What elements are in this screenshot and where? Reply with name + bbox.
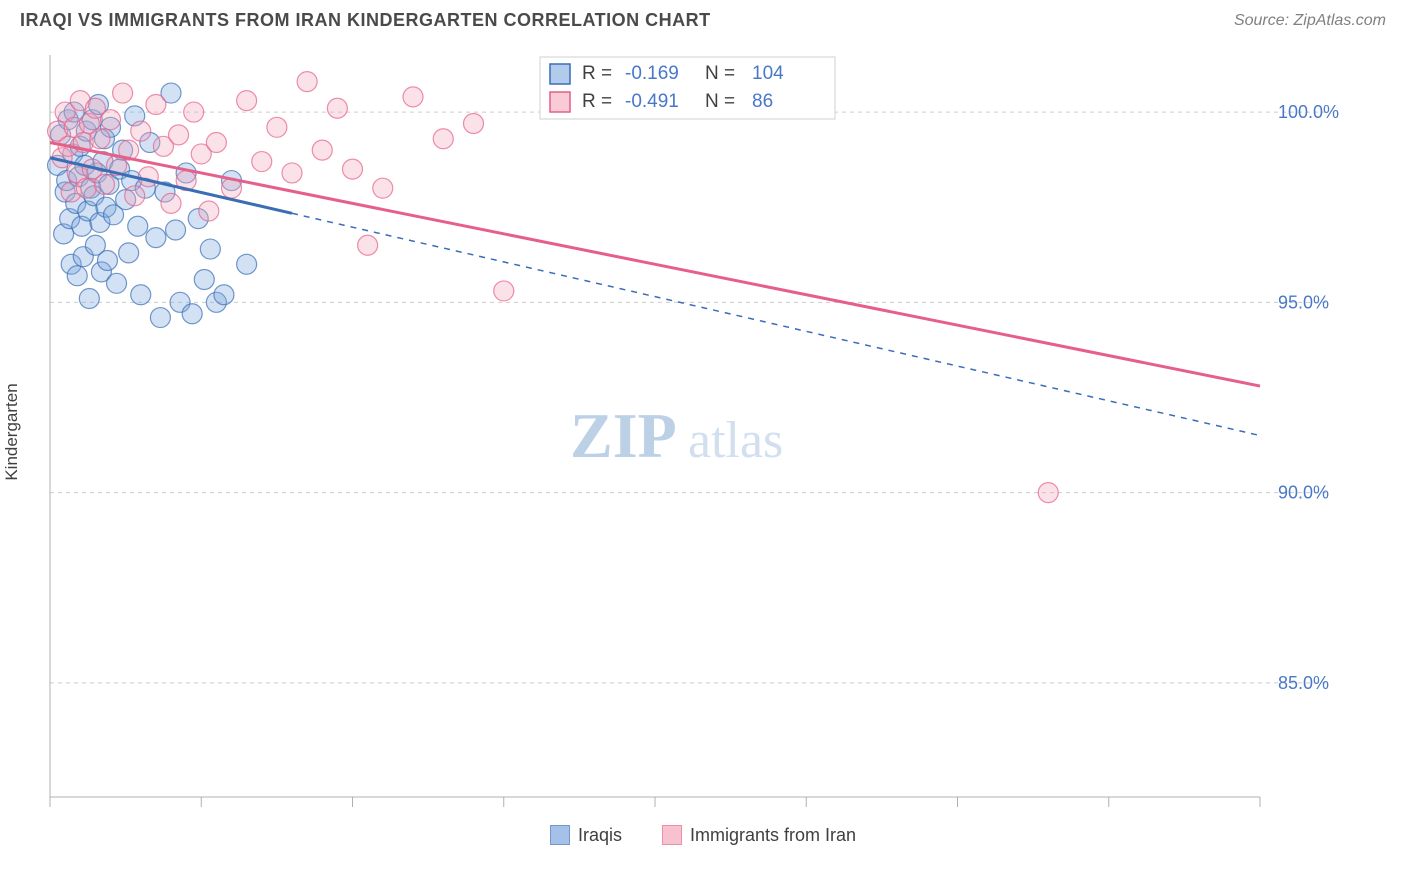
svg-text:0.0%: 0.0% [29, 815, 70, 817]
legend-swatch-iraqis [550, 825, 570, 845]
svg-text:86: 86 [752, 91, 773, 112]
legend-item-iran: Immigrants from Iran [662, 825, 856, 846]
source-attribution: Source: ZipAtlas.com [1234, 12, 1386, 30]
svg-text:-0.169: -0.169 [625, 63, 679, 84]
y-axis-label: Kindergarten [2, 383, 22, 480]
svg-text:80.0%: 80.0% [1234, 815, 1285, 817]
legend-label-iran: Immigrants from Iran [690, 825, 856, 845]
svg-text:N =: N = [705, 91, 735, 112]
correlation-chart: 85.0% 90.0% 95.0% 100.0% 0.0% 80.0% ZIPatlas R … [20, 47, 1340, 817]
chart-container: Kindergarten 85.0%90.0%95.0%100.0%0.0%80… [20, 47, 1386, 817]
svg-text:-0.491: -0.491 [625, 91, 679, 112]
svg-text:ZIP: ZIP [570, 400, 677, 471]
legend: Iraqis Immigrants from Iran [0, 825, 1406, 846]
legend-swatch-iran [662, 825, 682, 845]
svg-text:95.0%: 95.0% [1278, 292, 1329, 312]
chart-title: IRAQI VS IMMIGRANTS FROM IRAN KINDERGART… [20, 10, 711, 31]
legend-label-iraqis: Iraqis [578, 825, 622, 845]
legend-item-iraqis: Iraqis [550, 825, 622, 846]
svg-text:90.0%: 90.0% [1278, 483, 1329, 503]
svg-text:N =: N = [705, 63, 735, 84]
svg-text:R =: R = [582, 63, 612, 84]
svg-text:R =: R = [582, 91, 612, 112]
svg-text:104: 104 [752, 63, 784, 84]
svg-text:atlas: atlas [688, 412, 783, 469]
svg-text:100.0%: 100.0% [1278, 102, 1339, 122]
svg-text:85.0%: 85.0% [1278, 673, 1329, 693]
